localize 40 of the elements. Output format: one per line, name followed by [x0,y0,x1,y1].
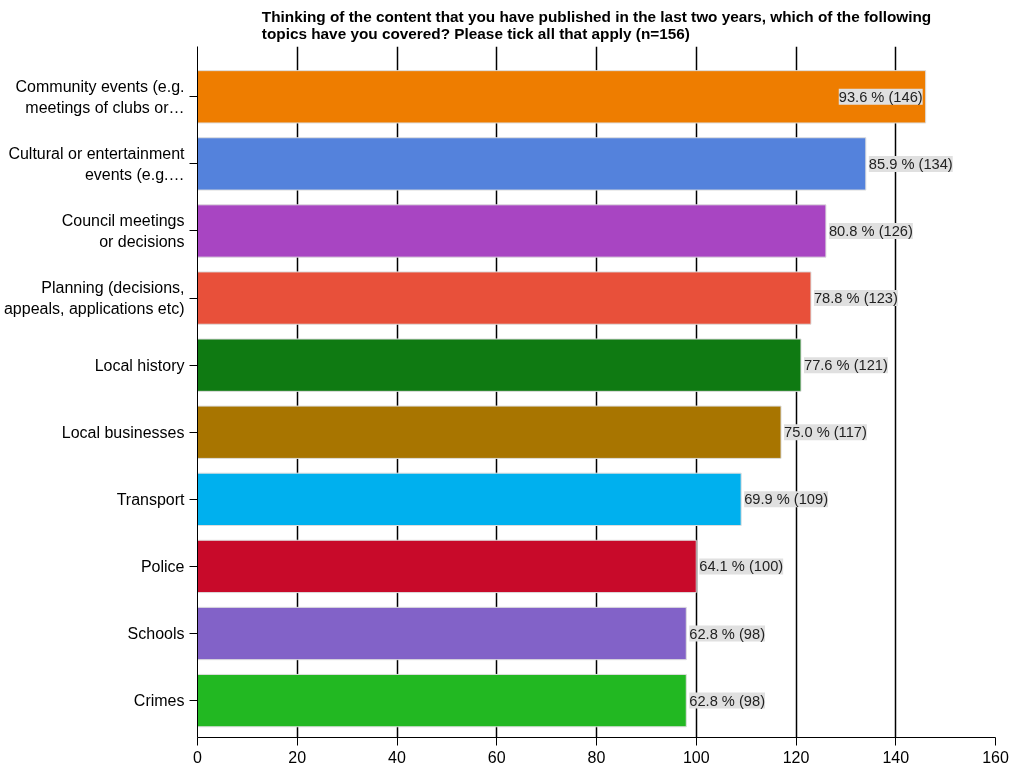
y-tick-label: Police [140,557,185,575]
data-label: 85.9 % (134) [868,155,953,172]
data-label: 77.6 % (121) [803,357,888,374]
data-label: 69.9 % (109) [744,491,829,508]
bar [197,204,827,258]
y-tick-label: Local businesses [61,423,185,441]
x-tick-label: 0 [193,748,203,766]
bar [197,606,687,661]
data-label: 93.6 % (146) [838,88,923,105]
data-label: 62.8 % (98) [689,692,766,709]
y-tick-label: Schools [127,625,185,643]
bar [197,673,687,728]
x-tick-label: 120 [782,748,810,766]
data-label: 80.8 % (126) [828,222,913,239]
y-tick-label: Local history [94,356,185,374]
bar [197,271,812,325]
y-tick-label: Transport [116,490,186,508]
bar [197,137,867,191]
y-tick-label: Crimes [133,692,185,710]
y-tick-label: Community events (e.g. meetings of clubs or… [15,78,185,116]
data-label: 78.8 % (123) [813,290,898,307]
bar [197,472,742,526]
bar [197,539,697,594]
bar [197,338,802,392]
x-tick-label: 20 [288,748,307,766]
bar [197,70,927,124]
y-tick-label: Cultural or entertainment events (e.g.… [8,145,186,183]
x-tick-label: 40 [388,748,406,766]
x-tick-label: 100 [682,748,710,766]
data-label: 75.0 % (117) [784,424,867,441]
data-label: 64.1 % (100) [699,558,784,575]
y-tick-label: Planning (decisions, appeals, applications etc) [3,279,185,317]
data-label: 62.8 % (98) [689,625,766,642]
x-tick-label: 140 [882,748,910,766]
bar [197,405,782,459]
y-tick-label: Council meetings or decisions [61,212,185,250]
chart-title: Thinking of the content that you have published in the last two years, which of the following topics have you covered? Please tick all that apply (n=156) [261,7,932,42]
x-tick-label: 160 [982,748,1009,766]
x-tick-label: 60 [487,748,506,766]
x-tick-label: 80 [587,748,606,766]
